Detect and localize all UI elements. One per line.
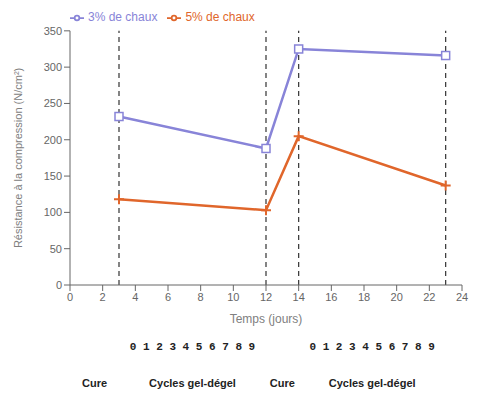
html-text:0 1 2 3 4 5 6 7 8 9: 0 1 2 3 4 5 6 7 8 9 [129,341,256,353]
html-text:Cure: Cure [269,377,295,389]
svg-text:10: 10 [227,291,239,303]
svg-text:100: 100 [44,206,62,218]
svg-text:0: 0 [67,291,73,303]
svg-text:16: 16 [325,291,337,303]
svg-text:200: 200 [44,134,62,146]
html-text:Cycles gel-dégel: Cycles gel-dégel [328,377,416,389]
html-text:5% de chaux: 5% de chaux [185,10,255,24]
svg-text:6: 6 [165,291,171,303]
svg-text:150: 150 [44,170,62,182]
svg-text:4: 4 [132,291,138,303]
html-text:3% de chaux: 3% de chaux [88,10,158,24]
svg-text:14: 14 [293,291,305,303]
svg-text:2: 2 [100,291,106,303]
svg-text:350: 350 [44,25,62,37]
svg-text:8: 8 [198,291,204,303]
svg-text:24: 24 [456,291,468,303]
svg-text:Temps (jours): Temps (jours) [230,312,303,326]
svg-text:12: 12 [260,291,272,303]
html-text:Cycles gel-dégel: Cycles gel-dégel [149,377,236,389]
svg-text:20: 20 [391,291,403,303]
svg-text:Résistance à la compression (N: Résistance à la compression (N/cm²) [12,68,24,248]
svg-text:50: 50 [50,243,62,255]
svg-text:22: 22 [423,291,435,303]
svg-text:300: 300 [44,61,62,73]
svg-text:0: 0 [56,279,62,291]
svg-text:18: 18 [358,291,370,303]
html-text:0 1 2 3 4 5 6 7 8 9: 0 1 2 3 4 5 6 7 8 9 [309,341,435,353]
html-text:Cure: Cure [82,377,107,389]
svg-text:250: 250 [44,97,62,109]
